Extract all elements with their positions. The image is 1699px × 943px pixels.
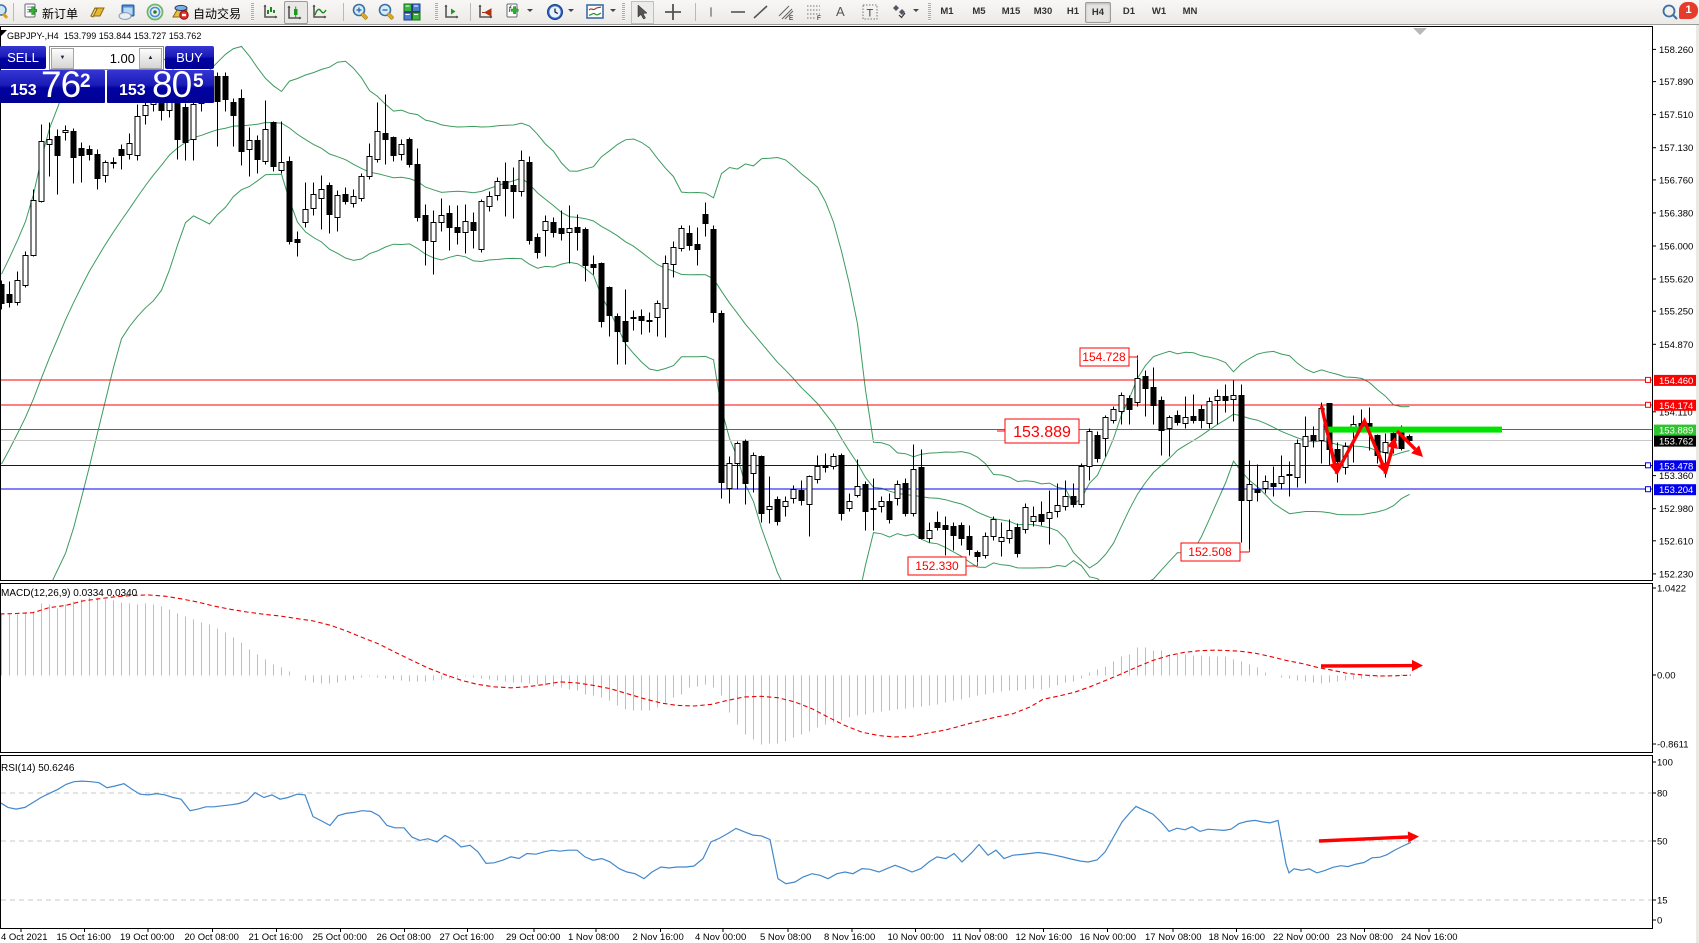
svg-text:MACD(12,26,9) 0.0334 0.0340: MACD(12,26,9) 0.0334 0.0340 [1,588,138,599]
svg-text:17 Nov 08:00: 17 Nov 08:00 [1145,932,1202,943]
svg-text:f: f [509,4,513,14]
svg-text:19 Oct 00:00: 19 Oct 00:00 [120,932,174,943]
svg-text:154.460: 154.460 [1659,376,1693,387]
svg-text:153.204: 153.204 [1659,485,1693,496]
svg-text:29 Oct 00:00: 29 Oct 00:00 [506,932,560,943]
svg-text:153.889: 153.889 [1013,424,1071,441]
svg-text:GBPJPY-,H4 153.799 153.844 15: GBPJPY-,H4 153.799 153.844 153.727 153.7… [7,31,201,41]
svg-text:16 Nov 00:00: 16 Nov 00:00 [1080,932,1137,943]
svg-text:2 Nov 16:00: 2 Nov 16:00 [633,932,684,943]
svg-text:154.174: 154.174 [1659,401,1693,412]
svg-text:E: E [789,15,794,21]
svg-text:157.510: 157.510 [1659,110,1693,121]
svg-text:1.0422: 1.0422 [1657,584,1686,595]
svg-text:21 Oct 16:00: 21 Oct 16:00 [249,932,303,943]
svg-text:100: 100 [1657,758,1673,769]
svg-text:22 Nov 00:00: 22 Nov 00:00 [1273,932,1330,943]
svg-text:157.890: 157.890 [1659,77,1693,88]
svg-text:156.760: 156.760 [1659,175,1693,186]
svg-text:153.762: 153.762 [1659,437,1693,448]
svg-text:154.728: 154.728 [1082,350,1126,364]
svg-text:27 Oct 16:00: 27 Oct 16:00 [440,932,494,943]
svg-text:153.889: 153.889 [1659,426,1693,437]
svg-text:T: T [867,8,874,20]
svg-text:153.478: 153.478 [1659,461,1693,472]
svg-text:153.360: 153.360 [1659,471,1693,482]
svg-text:4 Nov 00:00: 4 Nov 00:00 [695,932,746,943]
svg-text:152.980: 152.980 [1659,504,1693,515]
svg-text:155.620: 155.620 [1659,275,1693,286]
svg-text:156.000: 156.000 [1659,242,1693,253]
svg-text:18 Nov 16:00: 18 Nov 16:00 [1209,932,1266,943]
svg-text:5 Nov 08:00: 5 Nov 08:00 [760,932,811,943]
svg-text:15 Oct 16:00: 15 Oct 16:00 [57,932,111,943]
svg-text:15: 15 [1657,896,1668,907]
svg-text:157.130: 157.130 [1659,143,1693,154]
svg-text:12 Nov 16:00: 12 Nov 16:00 [1016,932,1073,943]
svg-text:156.380: 156.380 [1659,208,1693,219]
svg-text:152.230: 152.230 [1659,569,1693,580]
svg-text:24 Nov 16:00: 24 Nov 16:00 [1401,932,1458,943]
svg-text:155.250: 155.250 [1659,307,1693,318]
svg-text:158.260: 158.260 [1659,45,1693,56]
svg-text:154.110: 154.110 [1659,407,1693,418]
svg-text:152.508: 152.508 [1188,545,1232,559]
svg-text:0.00: 0.00 [1657,671,1676,682]
svg-text:4 Oct 2021: 4 Oct 2021 [1,932,47,943]
svg-text:80: 80 [1657,789,1668,800]
svg-text:152.330: 152.330 [915,559,959,573]
svg-text:F: F [817,15,821,21]
svg-text:1 Nov 08:00: 1 Nov 08:00 [568,932,619,943]
svg-text:10 Nov 00:00: 10 Nov 00:00 [888,932,945,943]
svg-text:23 Nov 08:00: 23 Nov 08:00 [1337,932,1394,943]
svg-text:26 Oct 08:00: 26 Oct 08:00 [377,932,431,943]
svg-text:154.870: 154.870 [1659,340,1693,351]
svg-text:-0.8611: -0.8611 [1657,740,1689,751]
svg-text:0: 0 [1657,916,1662,927]
svg-text:50: 50 [1657,837,1668,848]
svg-text:25 Oct 00:00: 25 Oct 00:00 [313,932,367,943]
svg-text:152.610: 152.610 [1659,536,1693,547]
svg-text:11 Nov 08:00: 11 Nov 08:00 [952,932,1008,943]
svg-text:8 Nov 16:00: 8 Nov 16:00 [824,932,875,943]
svg-text:20 Oct 08:00: 20 Oct 08:00 [185,932,239,943]
svg-text:RSI(14) 50.6246: RSI(14) 50.6246 [1,763,75,774]
